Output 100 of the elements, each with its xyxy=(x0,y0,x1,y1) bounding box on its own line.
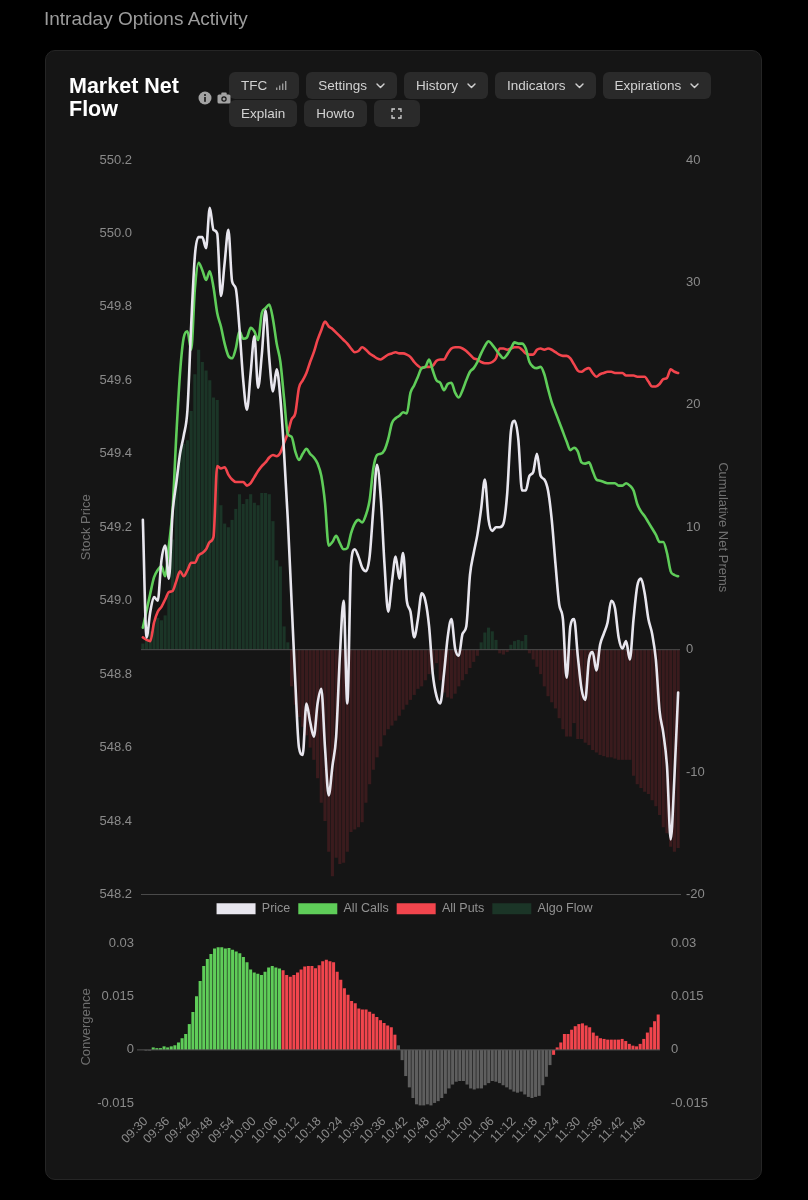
text: Intraday Options Activity xyxy=(44,8,248,30)
bar xyxy=(353,1003,357,1050)
y-tick-label: 0 xyxy=(126,1041,134,1057)
legend-label: Algo Flow xyxy=(537,901,594,916)
bar xyxy=(317,965,321,1050)
bar xyxy=(584,1025,588,1050)
y-tick-label: 548.4 xyxy=(99,812,132,828)
bar xyxy=(332,962,336,1050)
bar xyxy=(270,966,274,1050)
bar xyxy=(368,1011,372,1050)
legend-label: All Calls xyxy=(343,901,389,916)
bar xyxy=(285,974,289,1050)
y2-tick-label: 0 xyxy=(686,641,694,657)
y-tick-label: 549.2 xyxy=(99,518,132,534)
bar xyxy=(267,967,271,1050)
bar xyxy=(289,649,294,687)
bar xyxy=(524,634,528,650)
bar xyxy=(375,1017,379,1050)
bar xyxy=(314,968,318,1050)
bar xyxy=(241,956,245,1050)
y-tick-label: 549.4 xyxy=(99,445,132,461)
bar xyxy=(310,966,314,1050)
bar xyxy=(223,948,227,1050)
y-tick-label: 549.0 xyxy=(99,592,132,608)
y-tick-label: 550.2 xyxy=(99,151,132,167)
y2-tick-label: -20 xyxy=(686,886,705,902)
bar xyxy=(573,1026,577,1050)
line-series xyxy=(141,320,680,643)
bar xyxy=(288,976,292,1050)
bar xyxy=(580,1023,584,1050)
y-axis-title: Stock Price xyxy=(78,494,94,561)
y-tick-label: 549.6 xyxy=(99,371,132,387)
y-tick-label: -0.015 xyxy=(97,1094,134,1110)
chart-title: Market Net Flow xyxy=(69,74,180,121)
bar xyxy=(295,972,300,1050)
bar xyxy=(234,951,238,1050)
y-tick-label: 0.015 xyxy=(101,988,134,1004)
bar xyxy=(566,1033,570,1050)
y2-tick-label: 0.03 xyxy=(671,935,697,951)
bar xyxy=(342,649,346,863)
bar xyxy=(490,631,494,650)
bar xyxy=(324,959,328,1050)
bar xyxy=(382,1023,386,1050)
bar xyxy=(274,967,278,1050)
bar xyxy=(356,649,361,828)
bar xyxy=(321,961,325,1050)
bar xyxy=(562,1033,566,1050)
y-tick-label: 548.8 xyxy=(99,665,132,681)
y-tick-label: 0.03 xyxy=(108,935,134,951)
bar xyxy=(371,1013,375,1050)
bar xyxy=(605,649,610,758)
bar xyxy=(256,973,260,1050)
bar xyxy=(306,966,310,1050)
legend-label: All Puts xyxy=(441,901,485,916)
y2-tick-label: 10 xyxy=(686,518,701,534)
y2-tick-label: 30 xyxy=(686,273,701,289)
bar xyxy=(237,494,242,650)
y2-tick-label: 0 xyxy=(671,1041,679,1057)
y2-axis-title: Cumulative Net Prems xyxy=(715,462,731,593)
bar xyxy=(299,969,303,1050)
y-tick-label: 549.8 xyxy=(99,298,132,314)
bar xyxy=(180,1038,184,1050)
line-series xyxy=(141,206,680,841)
bar xyxy=(595,1035,599,1050)
bar xyxy=(220,947,224,1050)
bar xyxy=(281,970,285,1050)
bar xyxy=(292,974,296,1050)
y2-tick-label: 20 xyxy=(686,396,701,412)
bar xyxy=(360,1009,364,1050)
y2-tick-label: -0.015 xyxy=(671,1094,708,1110)
y-tick-label: 548.2 xyxy=(99,886,132,902)
bar xyxy=(252,972,256,1050)
y2-tick-label: 40 xyxy=(686,151,701,167)
bar xyxy=(570,1029,574,1050)
bar xyxy=(303,966,307,1050)
y2-tick-label: -10 xyxy=(686,763,705,779)
line-series xyxy=(141,261,680,629)
bar xyxy=(386,1025,390,1050)
y-tick-label: 548.6 xyxy=(99,739,132,755)
bar xyxy=(378,1020,382,1050)
bar xyxy=(328,961,332,1050)
y-tick-label: 550.0 xyxy=(99,225,132,241)
bar xyxy=(577,1024,581,1050)
bar xyxy=(598,1038,602,1050)
bar xyxy=(231,949,235,1050)
bar xyxy=(238,953,242,1050)
bar xyxy=(364,1009,368,1050)
bar xyxy=(213,948,217,1050)
bar xyxy=(227,948,231,1050)
legend-label: Price xyxy=(261,901,291,916)
bar xyxy=(588,1027,592,1050)
y2-tick-label: 0.015 xyxy=(671,988,704,1004)
bar xyxy=(156,617,160,650)
bar xyxy=(598,649,602,755)
bar xyxy=(263,492,268,650)
bar xyxy=(389,1027,393,1050)
bar xyxy=(216,947,220,1050)
bar xyxy=(656,1014,660,1050)
y-axis-title: Convergence xyxy=(78,988,94,1066)
bar xyxy=(263,971,267,1050)
